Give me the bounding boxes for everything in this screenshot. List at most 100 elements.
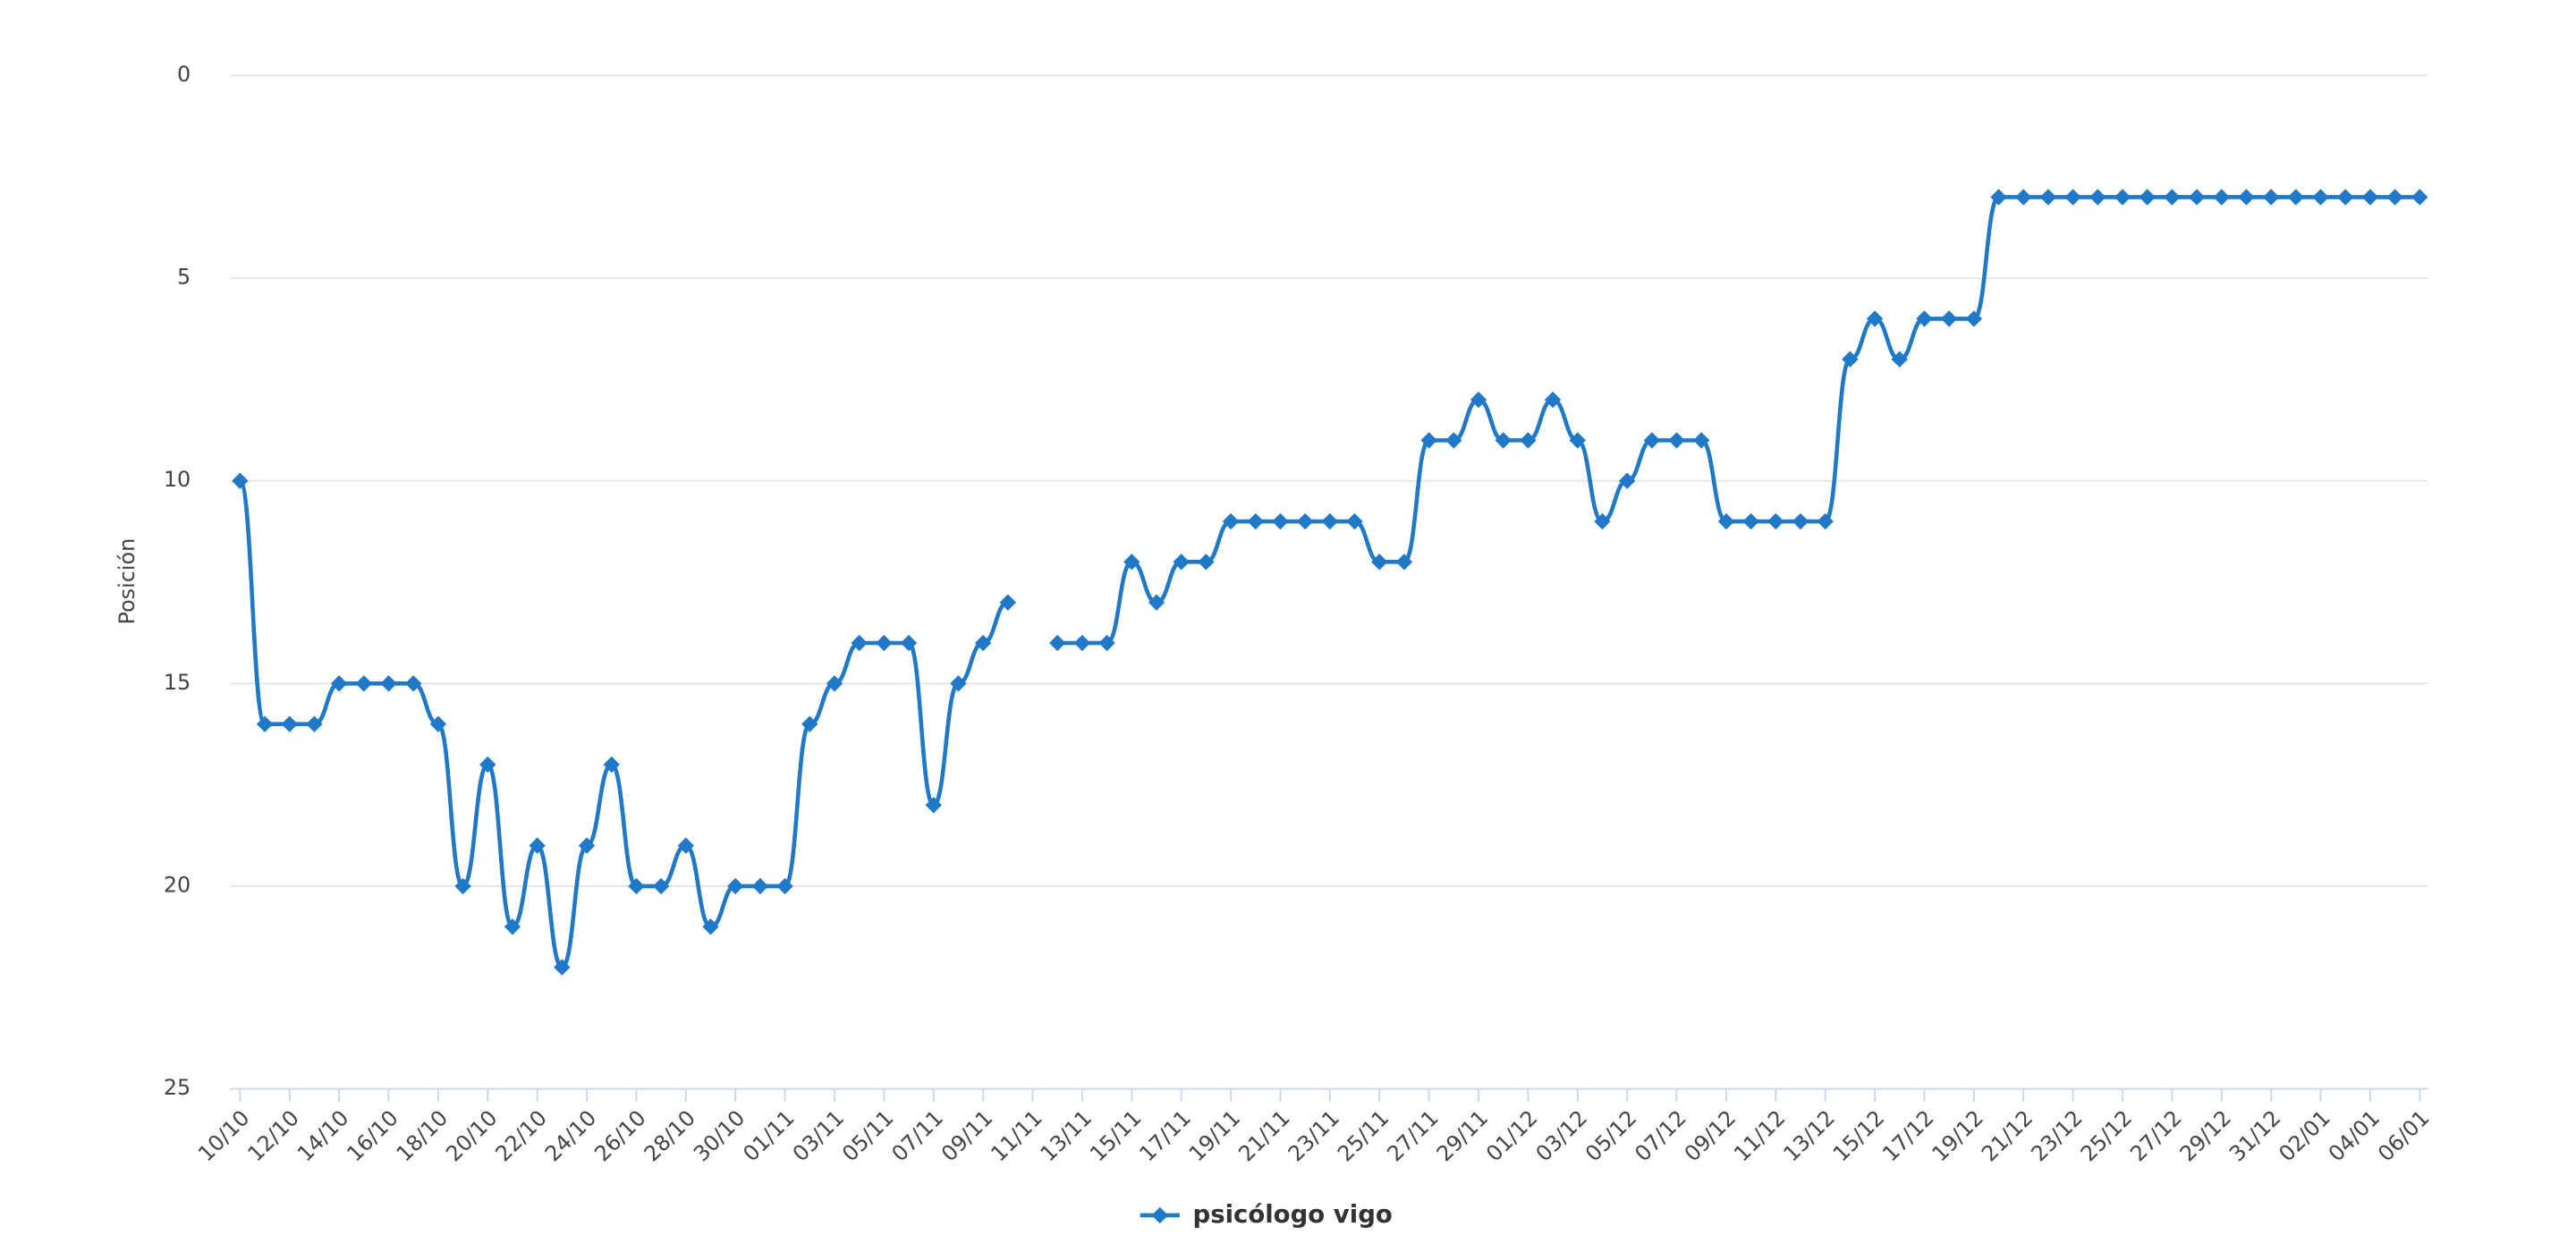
x-tick-label: 05/11 (837, 1105, 898, 1166)
data-point (776, 877, 793, 895)
data-point (2164, 189, 2181, 206)
x-tick-label: 23/12 (2026, 1105, 2087, 1166)
x-tick-label: 04/01 (2324, 1105, 2385, 1166)
data-point (1990, 189, 2007, 206)
data-point (2411, 189, 2428, 206)
data-point (1569, 432, 1586, 449)
legend-marker (1151, 1206, 1168, 1224)
data-point (2386, 189, 2403, 206)
data-point (1272, 512, 1289, 530)
y-tick-label: 10 (164, 467, 191, 492)
x-tick-label: 07/11 (887, 1105, 948, 1166)
data-point (851, 634, 868, 652)
y-tick-label: 25 (164, 1075, 191, 1100)
x-tick-label: 25/12 (2076, 1105, 2137, 1166)
data-point (1173, 554, 1190, 571)
data-point (479, 756, 496, 774)
data-point (429, 715, 447, 732)
data-point (2139, 189, 2156, 206)
data-point (603, 756, 620, 774)
data-point (1321, 512, 1339, 530)
x-tick-label: 29/12 (2175, 1105, 2236, 1166)
x-tick-label: 07/12 (1630, 1105, 1690, 1166)
y-tick-label: 15 (164, 670, 191, 695)
series-line (238, 195, 2420, 969)
data-point (2039, 189, 2057, 206)
y-tick-label: 0 (177, 62, 191, 87)
x-tick-label: 01/12 (1481, 1105, 1542, 1166)
x-tick-label: 03/11 (788, 1105, 849, 1166)
data-point (1792, 512, 1809, 530)
x-tick-label: 12/10 (242, 1105, 303, 1166)
x-tick-label: 22/10 (490, 1105, 551, 1166)
x-tick-label: 11/12 (1729, 1105, 1790, 1166)
data-point (1891, 351, 1908, 368)
x-tick-label: 15/12 (1828, 1105, 1889, 1166)
legend-label: psicólogo vigo (1192, 1200, 1392, 1229)
data-point (2213, 189, 2230, 206)
x-tick-label: 01/11 (738, 1105, 799, 1166)
data-point (652, 877, 670, 895)
x-tick-label: 27/12 (2125, 1105, 2186, 1166)
x-tick-label: 19/12 (1928, 1105, 1988, 1166)
data-point (974, 634, 992, 652)
data-point (1123, 554, 1140, 571)
data-point (355, 675, 372, 692)
x-tick-label: 18/10 (392, 1105, 453, 1166)
x-tick-label: 19/11 (1184, 1105, 1245, 1166)
data-point (2262, 189, 2280, 206)
x-tick-label: 11/11 (986, 1105, 1046, 1166)
data-point (677, 837, 695, 854)
data-point (900, 634, 918, 652)
x-tick-label: 17/12 (1877, 1105, 1938, 1166)
data-point (256, 715, 274, 732)
data-point (2238, 189, 2255, 206)
x-tick-label: 13/11 (1036, 1105, 1097, 1166)
y-axis-title: Posición (114, 538, 140, 625)
x-tick-label: 16/10 (342, 1105, 402, 1166)
data-point (1965, 310, 1983, 327)
data-point (1049, 634, 1066, 652)
data-point (2287, 189, 2305, 206)
x-tick-label: 10/10 (193, 1105, 254, 1166)
data-point (2064, 189, 2081, 206)
x-tick-label: 23/11 (1284, 1105, 1344, 1166)
data-point (727, 877, 744, 895)
x-tick-label: 20/10 (441, 1105, 502, 1166)
data-point (1668, 432, 1685, 449)
data-point (1247, 512, 1264, 530)
x-tick-label: 30/10 (689, 1105, 750, 1166)
data-point (628, 877, 645, 895)
x-tick-label: 26/10 (589, 1105, 650, 1166)
x-tick-label: 17/11 (1134, 1105, 1195, 1166)
data-point (1693, 432, 1710, 449)
data-point (1940, 310, 1958, 327)
x-tick-label: 14/10 (292, 1105, 353, 1166)
x-tick-label: 29/11 (1432, 1105, 1493, 1166)
data-point (1817, 512, 1834, 530)
y-tick-label: 5 (177, 265, 191, 290)
x-tick-label: 09/12 (1680, 1105, 1741, 1166)
data-point (1445, 432, 1462, 449)
x-tick-label: 03/12 (1531, 1105, 1592, 1166)
data-point (232, 472, 249, 489)
data-point (1618, 472, 1636, 489)
data-point (2114, 189, 2131, 206)
x-tick-label: 28/10 (640, 1105, 700, 1166)
x-tick-label: 25/11 (1333, 1105, 1394, 1166)
data-point (1495, 432, 1512, 449)
x-tick-label: 21/11 (1233, 1105, 1294, 1166)
x-tick-label: 06/01 (2373, 1105, 2434, 1166)
x-tick-label: 02/01 (2274, 1105, 2334, 1166)
data-point (1420, 432, 1437, 449)
x-tick-label: 09/11 (936, 1105, 997, 1166)
data-point (2089, 189, 2106, 206)
data-point (2337, 189, 2354, 206)
data-point (751, 877, 769, 895)
data-point (2015, 189, 2032, 206)
x-tick-label: 21/12 (1977, 1105, 2038, 1166)
data-point (281, 715, 298, 732)
x-tick-label: 31/12 (2224, 1105, 2285, 1166)
